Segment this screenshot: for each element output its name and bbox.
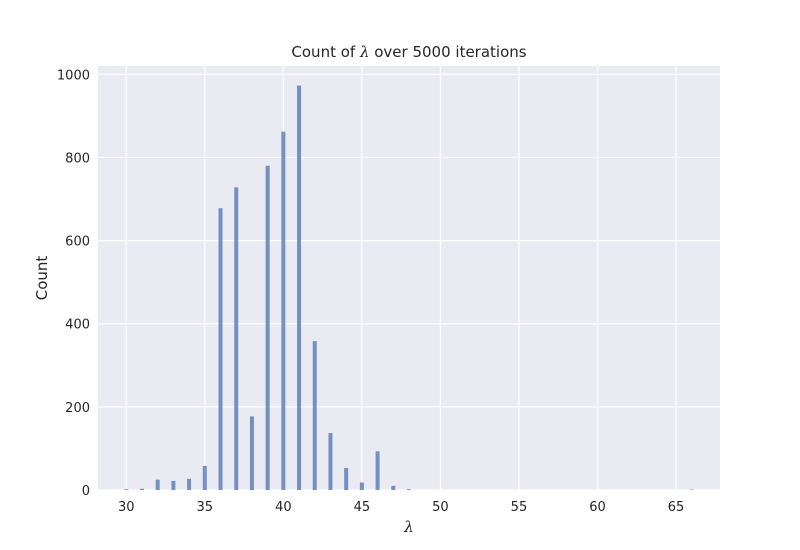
x-tick-label: 45 — [354, 500, 371, 515]
histogram-bar — [328, 433, 333, 490]
x-tick-label: 55 — [511, 500, 528, 515]
histogram-bar — [124, 489, 129, 490]
histogram-bar — [139, 488, 144, 490]
y-tick-label: 600 — [65, 235, 90, 250]
bars — [124, 85, 694, 491]
chart-title: Count of λ over 5000 iterations — [291, 43, 526, 61]
histogram-bar — [187, 478, 192, 490]
y-axis-label: Count — [33, 256, 51, 301]
plot-area — [98, 66, 720, 490]
x-axis-label: λ — [403, 518, 414, 536]
y-tick-label: 1000 — [57, 68, 90, 83]
y-tick-labels: 0 200 400 600 800 1000 — [57, 68, 90, 499]
histogram-bar — [234, 187, 239, 491]
histogram-bar — [202, 465, 207, 490]
y-tick-label: 0 — [82, 484, 90, 499]
x-tick-label: 65 — [668, 500, 685, 515]
histogram-bar — [359, 482, 364, 490]
x-tick-label: 40 — [275, 500, 292, 515]
histogram-bar — [312, 341, 317, 490]
histogram-bar — [265, 165, 270, 490]
grid-lines — [98, 66, 720, 491]
histogram-bar — [297, 85, 302, 490]
histogram-bar — [344, 467, 349, 490]
histogram-bar — [218, 208, 223, 490]
histogram-bar — [249, 416, 254, 490]
x-tick-label: 30 — [118, 500, 135, 515]
x-tick-label: 50 — [432, 500, 449, 515]
y-tick-label: 800 — [65, 151, 90, 166]
y-tick-label: 200 — [65, 401, 90, 416]
x-tick-label: 35 — [197, 500, 214, 515]
histogram-bar — [407, 489, 411, 490]
x-tick-labels: 30 35 40 45 50 55 60 65 — [118, 500, 684, 515]
histogram-bar — [171, 480, 176, 490]
histogram-bar — [155, 479, 160, 490]
histogram-bar — [281, 131, 286, 490]
y-tick-label: 400 — [65, 318, 90, 333]
histogram-bar — [375, 451, 380, 490]
histogram-bar — [689, 489, 694, 491]
histogram-bar — [391, 485, 396, 490]
x-tick-label: 60 — [589, 500, 606, 515]
